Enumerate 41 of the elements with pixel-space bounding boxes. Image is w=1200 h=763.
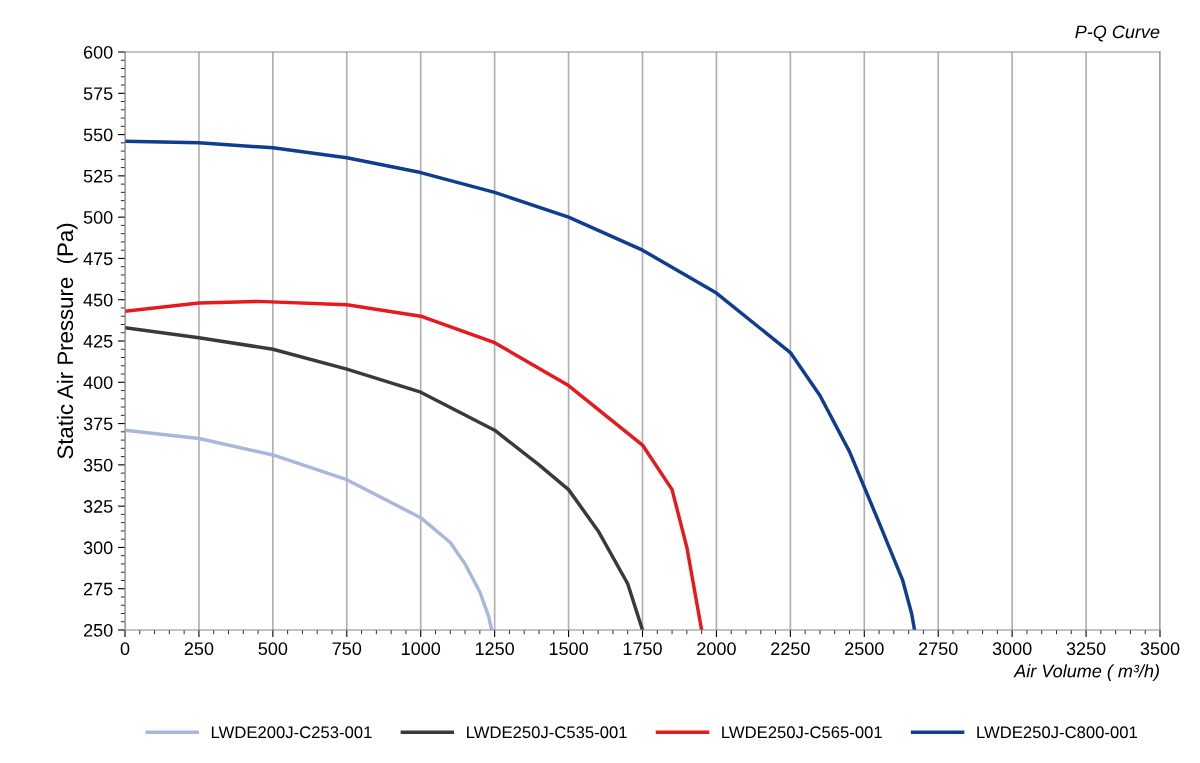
x-tick-label: 0 <box>120 642 130 656</box>
y-tick-label: 250 <box>83 623 113 637</box>
x-tick-label: 2750 <box>919 642 958 656</box>
x-tick-label: 3250 <box>1066 642 1106 656</box>
x-tick-label: 2000 <box>697 642 736 656</box>
x-tick-label: 1750 <box>623 642 662 656</box>
x-tick-label: 500 <box>258 642 288 656</box>
x-tick-label: 3500 <box>1140 642 1180 656</box>
legend-label: LWDE250J-C535-001 <box>467 726 627 739</box>
x-tick-label: 1500 <box>549 642 588 656</box>
y-tick-label: 550 <box>83 128 113 142</box>
y-tick-label: 325 <box>83 500 113 513</box>
x-tick-label: 2500 <box>845 642 884 656</box>
x-axis-title: Air Volume ( m³/h) <box>1013 664 1159 682</box>
line-series <box>125 428 494 630</box>
x-tick-label: 2250 <box>771 642 810 656</box>
legend-label: LWDE200J-C253-001 <box>211 726 372 739</box>
y-tick-label: 500 <box>83 211 113 224</box>
x-tick-label: 750 <box>332 642 362 656</box>
y-tick-label: 425 <box>83 334 113 348</box>
y-tick-label: 375 <box>83 417 113 431</box>
legend-label: LWDE250J-C565-001 <box>722 726 882 739</box>
y-tick-label: 400 <box>83 376 113 390</box>
y-tick-label: 275 <box>83 582 113 596</box>
line-series <box>125 139 917 630</box>
chart-title: P-Q Curve <box>1075 25 1160 42</box>
x-tick-label: 1000 <box>402 642 441 656</box>
y-tick-label: 350 <box>83 458 113 472</box>
y-axis-title: Static Air Pressure (Pa) <box>56 223 78 459</box>
x-tick-label: 3000 <box>992 642 1032 656</box>
x-tick-label: 250 <box>184 642 214 656</box>
y-tick-label: 600 <box>83 45 113 59</box>
y-tick-label: 450 <box>83 293 113 307</box>
y-tick-label: 300 <box>83 541 113 555</box>
x-tick-label: 1250 <box>475 642 515 656</box>
line-series <box>125 299 704 630</box>
y-tick-label: 525 <box>83 169 113 183</box>
line-series <box>125 326 645 630</box>
y-tick-label: 575 <box>83 87 113 101</box>
y-tick-label: 475 <box>83 252 113 266</box>
legend-label: LWDE250J-C800-001 <box>977 726 1137 739</box>
